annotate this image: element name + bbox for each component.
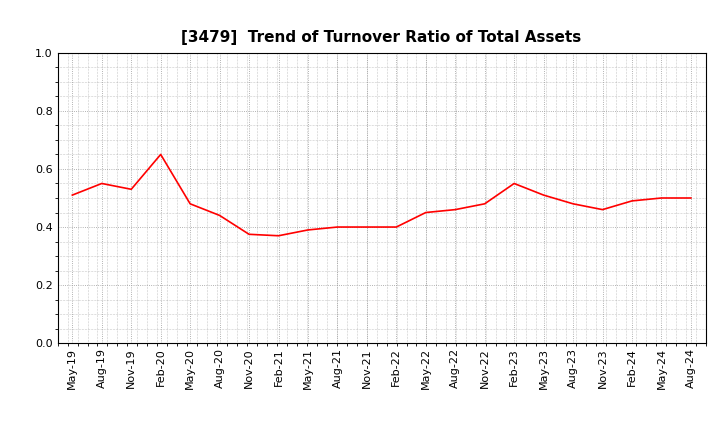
Title: [3479]  Trend of Turnover Ratio of Total Assets: [3479] Trend of Turnover Ratio of Total … [181, 29, 582, 45]
